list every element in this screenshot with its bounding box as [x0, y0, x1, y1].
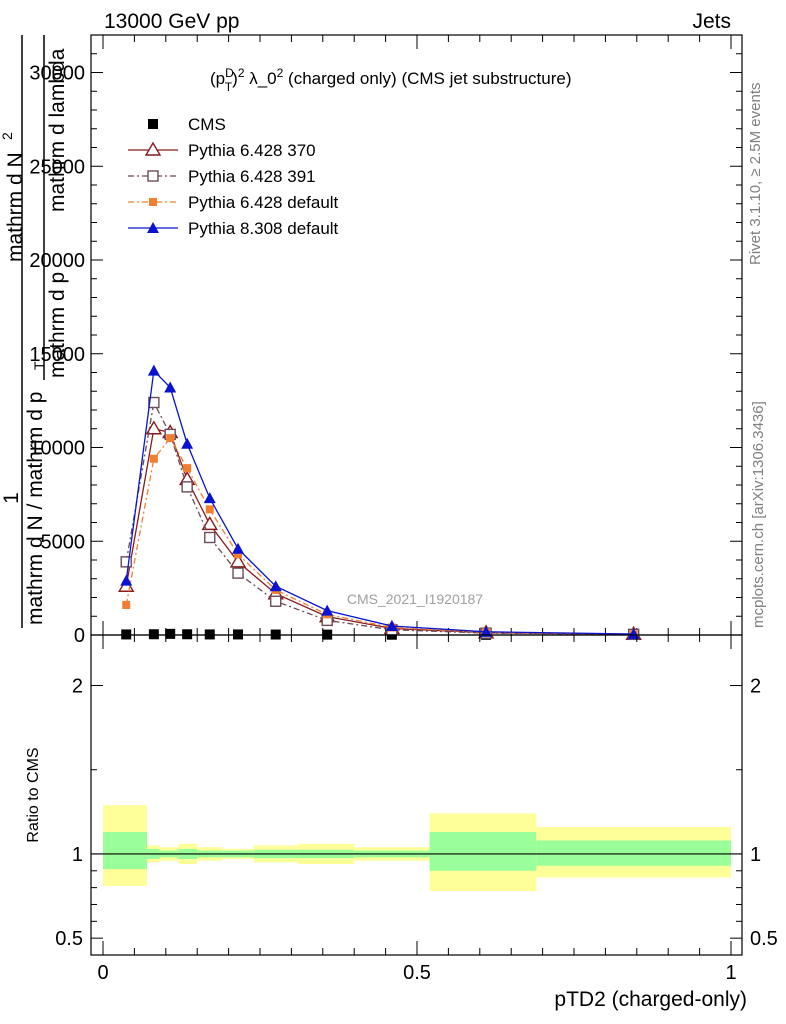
ratio-y-tick-label-right: 0.5	[750, 928, 778, 950]
ratio-y-tick-label-right: 2	[750, 676, 761, 698]
title-close: )	[232, 69, 238, 88]
p8def-marker	[269, 580, 282, 592]
legend-item: Pythia 8.308 default	[128, 219, 339, 238]
cms-marker	[182, 629, 193, 640]
ylabel-numerator: mathrm d N	[4, 152, 27, 262]
p8def-marker	[147, 364, 160, 376]
ratio-y-tick-label-right: 1	[750, 844, 761, 866]
p8def-marker	[385, 620, 398, 631]
p6def-marker	[234, 550, 243, 559]
legend-item: Pythia 6.428 391	[128, 167, 316, 186]
x-tick-label: 0	[97, 962, 108, 984]
rivet-label: Rivet 3.1.10, ≥ 2.5M events	[747, 83, 764, 266]
ylabel-numerator-sup: 2	[0, 132, 15, 140]
p6def-marker	[183, 464, 192, 473]
ratio-frame	[90, 634, 743, 956]
p391-marker	[148, 396, 160, 409]
ylabel-prefix-denom: mathrm d N / mathrm d p	[24, 392, 47, 625]
title-sup-d: D	[225, 66, 234, 80]
ratio-band-inner	[103, 832, 147, 870]
ratio-band-inner	[536, 840, 731, 866]
y-tick-label: 10000	[29, 438, 85, 460]
x-tick-label: 1	[725, 962, 736, 984]
legend-label: Pythia 6.428 370	[188, 141, 316, 160]
main-y-label: 1 mathrm d N / mathrm d p T mathrm d N 2…	[0, 35, 69, 628]
ratio-y-tick-label: 1	[72, 844, 83, 866]
p391-marker	[147, 170, 159, 182]
x-tick-label: 0.5	[403, 962, 431, 984]
p8def-marker	[321, 604, 334, 616]
ratio-y-tick-label: 2	[72, 676, 83, 698]
ylabel-prefix-sub: T	[31, 361, 47, 370]
legend-label: Pythia 6.428 default	[188, 193, 339, 212]
p6def-marker	[149, 454, 158, 463]
cms-marker	[148, 119, 158, 129]
header-left: 13000 GeV pp	[104, 10, 239, 33]
title-rest: (charged only) (CMS jet substructure)	[283, 69, 571, 88]
title-lambda: λ_0	[245, 69, 277, 88]
p8def-marker	[203, 492, 216, 504]
ratio-ticks: 0.5 0.5 1 1 2 2 0 0.5 1	[55, 635, 778, 984]
cms-marker	[148, 629, 159, 640]
p6def-marker	[205, 505, 214, 514]
legend-item: CMS	[148, 115, 226, 134]
p6def-marker	[166, 434, 175, 443]
p8def-marker	[232, 542, 245, 554]
watermark: CMS_2021_I1920187	[347, 591, 483, 607]
legend-item: Pythia 6.428 370	[128, 141, 316, 160]
ylabel-denom-2: mathrm d lambda	[46, 48, 69, 212]
p8def-marker	[147, 222, 159, 233]
ratio-band-inner	[429, 832, 537, 871]
p8def-marker	[164, 381, 177, 393]
p391-marker	[232, 567, 244, 579]
legend: CMS Pythia 6.428 370 Pythia 6.428 391 Pythi…	[128, 115, 339, 238]
header-right: Jets	[692, 10, 731, 33]
p8def-marker	[181, 437, 194, 449]
y-tick-label: 0	[74, 625, 85, 647]
p391-marker	[270, 595, 282, 607]
legend-label: Pythia 6.428 391	[188, 167, 316, 186]
cms-marker	[165, 628, 176, 639]
ylabel-prefix: 1	[0, 492, 23, 504]
p391-marker	[181, 481, 193, 493]
p6def-marker	[122, 601, 131, 609]
p370-marker	[229, 553, 247, 568]
title-p: (p	[210, 69, 225, 88]
ratio-plot: 0.5 0.5 1 1 2 2 0 0.5 1 Ratio to CMS pTD2 (charg…	[25, 634, 778, 1011]
p370-marker	[201, 515, 218, 531]
x-axis-label: pTD2 (charged-only)	[554, 988, 747, 1011]
p370-marker	[144, 141, 162, 156]
ratio-bands	[91, 805, 742, 891]
chart-title: (pD T)2 λ_02 (charged only) (CMS jet subs…	[210, 66, 571, 94]
legend-label: Pythia 8.308 default	[188, 219, 339, 238]
ylabel-denom-1: mathrm d p	[46, 272, 69, 378]
p6def-marker	[149, 198, 157, 206]
mcplots-label: mcplots.cern.ch [arXiv:1306.3436]	[750, 401, 767, 628]
title-sup-2: 2	[238, 66, 245, 80]
legend-label: CMS	[188, 115, 226, 134]
title-sub-t: T	[225, 80, 233, 94]
title-sup-3: 2	[277, 66, 284, 80]
y-tick-label: 20000	[29, 250, 85, 272]
ratio-y-tick-label: 0.5	[55, 928, 83, 950]
y-tick-label: 5000	[41, 531, 86, 553]
p391-marker	[120, 556, 132, 568]
p391-marker	[204, 531, 216, 544]
ratio-y-label: Ratio to CMS	[25, 747, 42, 842]
p370-marker	[145, 420, 163, 435]
legend-item: Pythia 6.428 default	[128, 193, 339, 212]
series-p6def	[122, 434, 638, 639]
main-x-ticks	[102, 35, 732, 635]
p8def-marker	[480, 625, 493, 637]
p8def-marker	[120, 574, 133, 586]
